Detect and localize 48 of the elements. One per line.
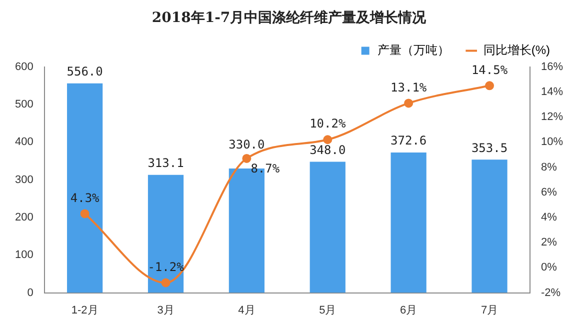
y-tick-label: 500 — [14, 98, 34, 110]
point — [485, 81, 494, 90]
data-label: 13.1% — [390, 80, 428, 94]
data-label: 372.6 — [390, 134, 427, 148]
data-label: 330.0 — [228, 138, 265, 152]
bar — [310, 162, 346, 293]
bar — [148, 174, 184, 293]
point — [323, 135, 332, 144]
data-label: 348.0 — [310, 142, 346, 157]
bar — [67, 83, 103, 293]
y-tick-label: 300 — [14, 174, 34, 186]
legend-label: 产量（万吨） — [377, 43, 450, 58]
data-label: 10.2% — [310, 116, 346, 131]
point — [242, 154, 252, 163]
y-tick-label: 600 — [14, 60, 34, 73]
data-label: 556.0 — [66, 64, 103, 78]
point — [404, 98, 414, 108]
x-tick-label: 1-2月 — [71, 304, 98, 316]
y2-tick-label: 4% — [540, 212, 558, 224]
y-tick-label: 100 — [14, 249, 34, 262]
point — [161, 278, 170, 288]
bar — [390, 152, 426, 293]
data-label: 353.5 — [471, 140, 508, 155]
y2-tick-label: -2% — [540, 286, 561, 299]
data-label: 4.3% — [70, 190, 100, 205]
data-label: 8.7% — [250, 162, 280, 176]
y2-tick-label: 10% — [540, 136, 564, 148]
y2-tick-label: 12% — [540, 111, 564, 124]
y2-tick-label: 8% — [540, 161, 558, 174]
y-tick-label: 400 — [14, 136, 34, 148]
bar — [472, 160, 508, 293]
y2-tick-label: 0% — [540, 262, 558, 274]
y2-tick-label: 2% — [540, 236, 558, 249]
y-tick-label: 200 — [14, 212, 34, 224]
data-label: 313.1 — [148, 156, 184, 170]
y2-tick-label: 16% — [540, 60, 564, 73]
x-tick-label: 4月 — [238, 304, 256, 316]
x-tick-label: 6月 — [400, 304, 418, 316]
x-tick-label: 5月 — [319, 304, 336, 316]
y-tick-label: 0 — [27, 286, 34, 299]
data-label: 14.5% — [471, 62, 508, 77]
chart-title: 2018年1-7月中国涤纶纤维产量及增长情况 — [152, 9, 428, 26]
point — [80, 209, 90, 218]
legend-label: 同比增长(%) — [483, 43, 550, 58]
y2-tick-label: 6% — [540, 186, 558, 198]
y2-tick-label: 14% — [540, 86, 564, 98]
x-tick-label: 3月 — [157, 304, 174, 316]
x-tick-label: 7月 — [480, 304, 498, 316]
